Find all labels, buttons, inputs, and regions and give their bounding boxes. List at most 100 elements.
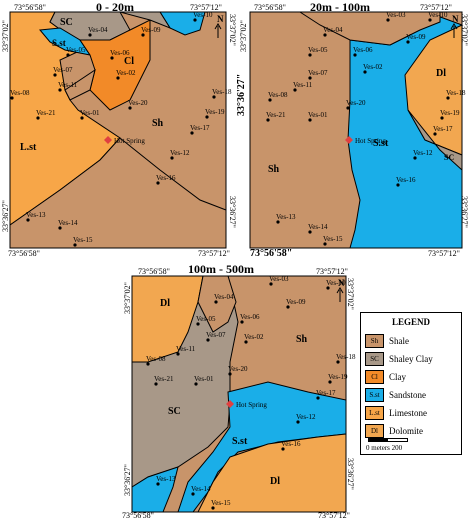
survey-point-dot — [88, 33, 92, 37]
hot-spring-marker — [345, 136, 353, 144]
survey-point-dot — [26, 218, 30, 222]
hot-spring-marker — [104, 136, 112, 144]
survey-point-label: Ves-18 — [446, 89, 466, 97]
survey-point-dot — [240, 320, 244, 324]
survey-point-dot — [116, 76, 120, 80]
survey-point-label: Ves-16 — [396, 176, 416, 184]
legend-code: SC — [370, 354, 379, 363]
survey-point-label: Ves-21 — [154, 375, 174, 383]
coord-bottom-right: 73°57'12" — [318, 511, 350, 520]
survey-point-dot — [58, 88, 62, 92]
legend-swatch: SC — [365, 351, 384, 366]
survey-point-dot — [406, 40, 410, 44]
panel-title: 0 - 20m — [96, 0, 134, 14]
survey-point-label: Ves-02 — [244, 333, 264, 341]
unit-label: SC — [168, 406, 181, 417]
survey-point-label: Ves-10 — [326, 279, 346, 287]
survey-point-dot — [211, 506, 215, 510]
survey-point-label: Ves-01 — [194, 375, 214, 383]
legend-row-dolomite: Dl Dolomite — [365, 423, 423, 438]
survey-point-label: Ves-12 — [413, 149, 433, 157]
survey-point-dot — [80, 116, 84, 120]
survey-point-label: Ves-17 — [190, 124, 210, 132]
legend-label: Shale — [389, 335, 409, 346]
survey-point-label: Ves-16 — [156, 174, 176, 182]
north-arrow-icon — [336, 287, 344, 302]
survey-point-dot — [286, 305, 290, 309]
legend-row-clay: Cl Clay — [365, 369, 406, 384]
survey-point-dot — [73, 243, 77, 247]
survey-point-dot — [244, 340, 248, 344]
survey-point-label: Ves-16 — [281, 440, 301, 448]
survey-point-label: Ves-13 — [26, 211, 46, 219]
panel-title: 20m - 100m — [310, 0, 370, 14]
survey-point-label: Ves-08 — [268, 91, 288, 99]
hot-spring-label: Hot Spring — [114, 137, 145, 145]
survey-point-label: Ves-18 — [336, 353, 356, 361]
map-legend: LEGEND Sh Shale SC Shaley Clay Cl Clay S… — [360, 312, 462, 455]
unit-label: S.st — [373, 138, 389, 149]
survey-point-label: Ves-11 — [58, 81, 78, 89]
legend-label: Shaley Clay — [389, 353, 433, 364]
survey-point-label: Ves-15 — [323, 235, 343, 243]
legend-swatch: Sh — [365, 333, 384, 348]
survey-point-label: Ves-17 — [433, 125, 453, 133]
survey-point-dot — [156, 482, 160, 486]
survey-point-label: Ves-06 — [353, 46, 373, 54]
survey-point-dot — [308, 53, 312, 57]
unit-label: Cl — [124, 56, 134, 67]
north-arrow-label: N — [338, 278, 345, 288]
hot-spring-label: Hot Spring — [236, 401, 267, 409]
survey-point-dot — [214, 300, 218, 304]
survey-point-label: Ves-20 — [128, 99, 148, 107]
survey-point-dot — [396, 183, 400, 187]
survey-point-dot — [141, 33, 145, 37]
survey-point-dot — [308, 118, 312, 122]
survey-point-label: Ves-10 — [193, 11, 213, 19]
survey-point-label: Ves-12 — [296, 413, 316, 421]
survey-point-dot — [440, 116, 444, 120]
map-canvas: SC S.st Cl Sh L.st N Ves-04 Ves-10 Ves-09 V… — [9, 11, 232, 249]
survey-point-label: Ves-11 — [176, 345, 196, 353]
survey-point-dot — [228, 372, 232, 376]
legend-code: S.st — [369, 390, 380, 399]
legend-row-shale: Sh Shale — [365, 333, 409, 348]
survey-point-label: Ves-09 — [406, 33, 426, 41]
unit-label: L.st — [20, 142, 37, 153]
survey-point-label: Ves-14 — [58, 219, 78, 227]
scale-label: 0 meters 200 — [366, 444, 403, 452]
unit-label: S.st — [52, 38, 66, 48]
survey-point-dot — [336, 360, 340, 364]
coord-top-right: 73°57'12" — [420, 3, 452, 12]
legend-label: Clay — [389, 371, 406, 382]
survey-point-label: Ves-04 — [88, 26, 108, 34]
survey-point-dot — [346, 106, 350, 110]
legend-label: Dolomite — [389, 425, 423, 436]
survey-point-dot — [386, 18, 390, 22]
survey-point-dot — [428, 18, 432, 22]
survey-point-dot — [156, 181, 160, 185]
unit-label: SC — [60, 17, 73, 28]
legend-code: Cl — [371, 372, 378, 381]
survey-point-dot — [206, 338, 210, 342]
legend-swatch: Cl — [365, 369, 384, 384]
survey-point-dot — [146, 362, 150, 366]
unit-label: S.st — [232, 436, 248, 447]
survey-point-label: Ves-05 — [66, 46, 86, 54]
survey-point-label: Ves-02 — [116, 69, 136, 77]
survey-point-dot — [128, 106, 132, 110]
map-canvas: Dl Sh S.st SC N Ves-03 Ves-04 Ves-10 Ves-09… — [249, 11, 466, 249]
survey-point-label: Ves-07 — [206, 331, 226, 339]
survey-point-label: Ves-03 — [269, 275, 289, 283]
north-arrow-icon — [450, 23, 458, 38]
survey-point-dot — [154, 382, 158, 386]
survey-point-dot — [353, 53, 357, 57]
survey-point-label: Ves-15 — [211, 499, 231, 507]
survey-point-label: Ves-18 — [212, 88, 232, 96]
survey-point-dot — [36, 116, 40, 120]
map-canvas: Dl Sh SC S.st Dl N Ves-03 Ves-04 Ves-10 Ves… — [131, 275, 356, 513]
coord-bottom-left: 73°56'58" — [122, 511, 154, 520]
survey-point-label: Ves-03 — [386, 11, 406, 19]
survey-point-dot — [190, 131, 194, 135]
survey-point-label: Ves-14 — [191, 485, 211, 493]
